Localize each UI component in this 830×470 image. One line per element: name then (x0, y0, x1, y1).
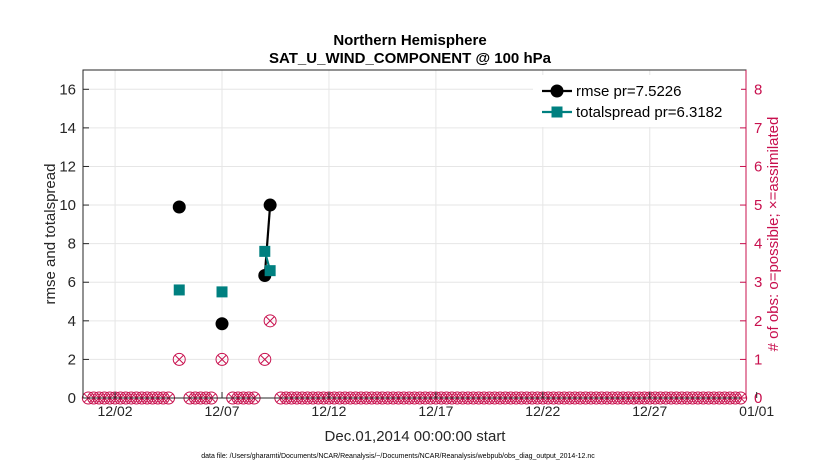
obs-possible-marker (215, 352, 229, 366)
y-axis-label: rmse and totalspread (42, 164, 59, 305)
y2-tick-label: 8 (754, 81, 762, 98)
chart-title: Northern Hemisphere (333, 32, 486, 49)
x-axis-ticks: 12/02 12/07 12/12 12/17 12/22 12/27 01/01 (98, 392, 774, 419)
x-tick-label: 12/17 (418, 403, 453, 419)
left-axis-ticks: 0 2 4 6 8 10 12 14 16 (59, 81, 89, 407)
obs-possible-marker (263, 314, 277, 328)
y2-tick-label: 4 (754, 236, 762, 253)
obs-assimilated-marker (174, 354, 184, 364)
rmse-point (172, 200, 186, 214)
x-tick-label: 12/07 (204, 403, 239, 419)
obs-assimilated-marker (217, 354, 227, 364)
y-tick-label: 16 (59, 81, 76, 98)
grid (83, 70, 746, 398)
right-axis-ticks: 0 1 2 3 4 5 6 7 8 (740, 81, 762, 407)
legend-rmse-marker (550, 84, 564, 98)
x-tick-label: 12/12 (311, 403, 346, 419)
legend: rmse pr=7.5226 totalspread pr=6.3182 (533, 75, 741, 127)
rmse-line-segment (263, 204, 272, 276)
y-tick-label: 0 (68, 390, 76, 407)
y2-tick-label: 3 (754, 274, 762, 291)
legend-totalspread-marker (551, 106, 563, 118)
x-axis-label: Dec.01,2014 00:00:00 start (325, 428, 507, 445)
y-tick-label: 14 (59, 120, 76, 137)
y2-tick-label: 0 (754, 390, 762, 407)
y2-tick-label: 6 (754, 158, 762, 175)
obs-count-point (215, 352, 229, 366)
obs-assimilated-marker (265, 316, 275, 326)
obs-possible-marker (258, 352, 272, 366)
y2-tick-label: 7 (754, 120, 762, 137)
totalspread-point (264, 265, 276, 277)
y2-tick-label: 5 (754, 197, 762, 214)
rmse-point (215, 317, 229, 331)
y-tick-label: 12 (59, 158, 76, 175)
obs-count-point (172, 352, 186, 366)
legend-rmse-label: rmse pr=7.5226 (576, 83, 681, 100)
rmse-point (263, 198, 277, 212)
series-layer (172, 198, 277, 331)
data-file-note: data file: /Users/gharamti/Documents/NCA… (201, 453, 595, 460)
legend-totalspread-label: totalspread pr=6.3182 (576, 104, 722, 121)
obs-count-point (263, 314, 277, 328)
totalspread-point (216, 286, 228, 298)
totalspread-point (259, 245, 271, 257)
y-tick-label: 2 (68, 351, 76, 368)
y-tick-label: 6 (68, 274, 76, 291)
y-tick-label: 10 (59, 197, 76, 214)
x-tick-label: 12/27 (632, 403, 667, 419)
totalspread-point (173, 284, 185, 296)
x-tick-label: 12/22 (525, 403, 560, 419)
legend-box (533, 75, 741, 127)
y2-tick-label: 2 (754, 313, 762, 330)
y2-axis-label: # of obs: o=possible; ×=assimilated (765, 117, 782, 352)
y-tick-label: 4 (68, 313, 76, 330)
x-tick-label: 01/01 (739, 403, 774, 419)
obs-possible-marker (172, 352, 186, 366)
y2-tick-label: 1 (754, 351, 762, 368)
obs-assimilated-marker (260, 354, 270, 364)
x-tick-label: 12/02 (98, 403, 133, 419)
obs-count-point (258, 352, 272, 366)
y-tick-label: 8 (68, 236, 76, 253)
chart-subtitle: SAT_U_WIND_COMPONENT @ 100 hPa (269, 50, 552, 67)
